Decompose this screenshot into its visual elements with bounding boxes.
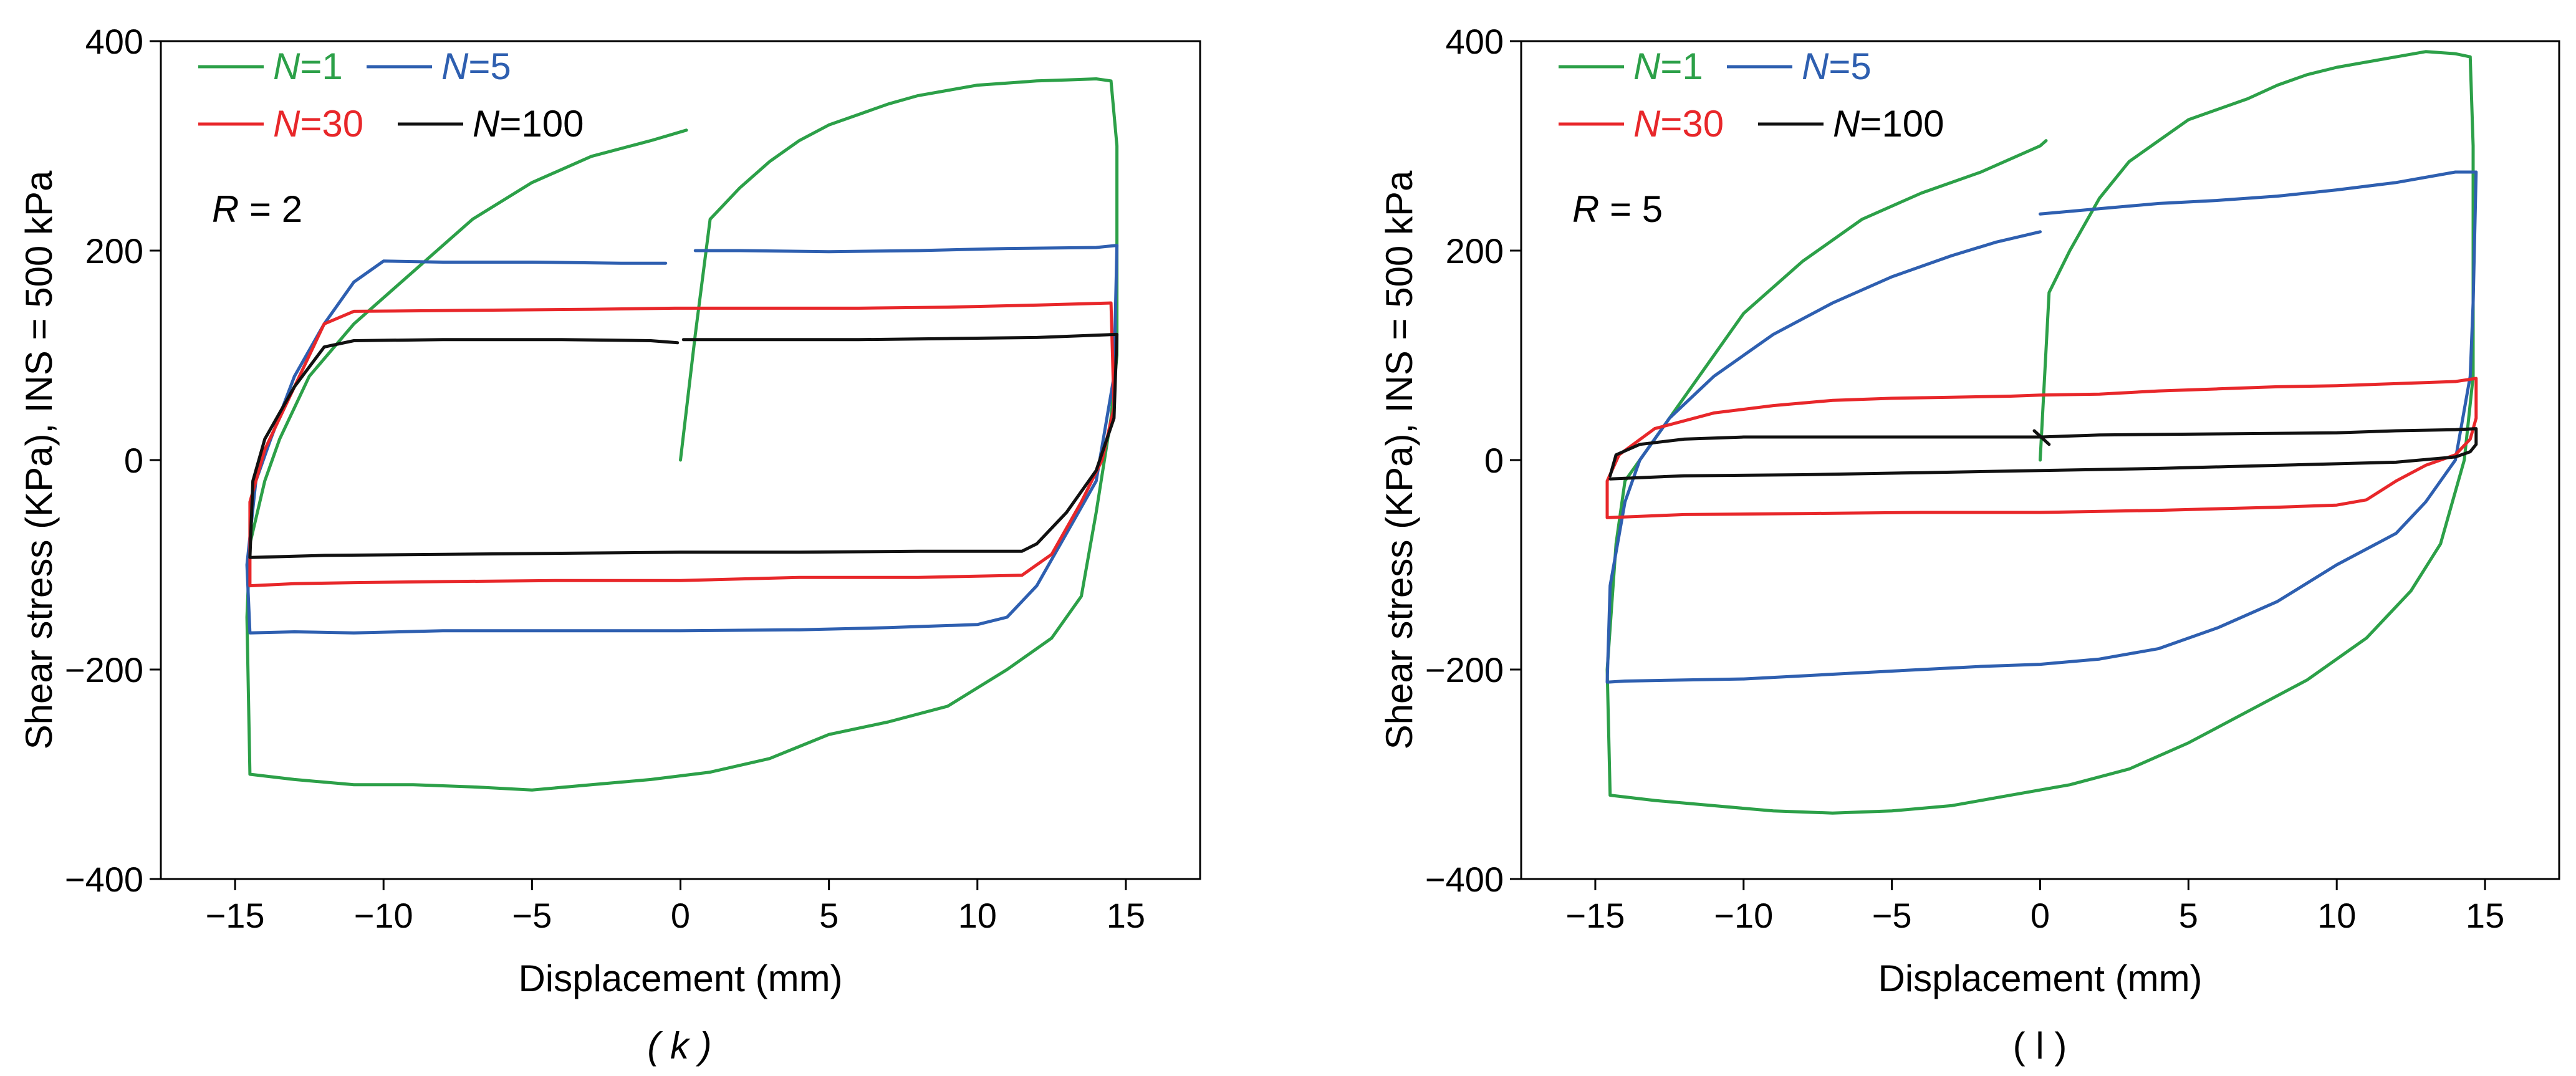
y-tick-label: 200: [85, 231, 143, 271]
ratio-var: R: [212, 188, 239, 230]
legend-var: N: [1633, 103, 1661, 145]
y-tick-label: −200: [65, 650, 143, 689]
legend-var: N: [273, 46, 300, 87]
y-axis-title: Shear stress (KPa), INS = 500 kPa: [1378, 170, 1420, 749]
legend-value: =30: [300, 103, 363, 145]
y-tick-label: −400: [65, 860, 143, 899]
x-tick-label: −15: [206, 896, 265, 935]
x-tick-label: 0: [2031, 896, 2050, 935]
figure-caption: ( k ): [647, 1025, 711, 1067]
y-tick-label: −200: [1425, 650, 1504, 689]
series-group: [1605, 50, 2478, 815]
x-axis-title: Displacement (mm): [518, 958, 842, 999]
series-line-n-1: [245, 77, 1119, 792]
figure-caption: ( l ): [2013, 1025, 2067, 1067]
series-line-n-30: [248, 301, 1116, 588]
legend-value: =5: [1829, 46, 1871, 87]
legend: N=1 N=5N=30 N=100: [1559, 46, 1944, 145]
series-line-n-5: [245, 244, 1119, 635]
x-tick-label: −5: [512, 896, 552, 935]
legend-label: N=1: [1633, 46, 1703, 87]
legend-var: N: [473, 103, 500, 145]
legend-label: N=5: [441, 46, 511, 87]
legend-value: =5: [468, 46, 511, 87]
y-tick-label: 400: [85, 22, 143, 61]
ratio-value: = 5: [1599, 188, 1663, 230]
x-tick-label: 15: [2466, 896, 2504, 935]
legend-value: =100: [1860, 103, 1944, 145]
series-line-n-1: [1605, 50, 2475, 815]
chart-panel-l: −15 −10 −5 0 5 10 15 −400 −200 0 200 400 Displacemen…: [1378, 22, 2560, 1067]
legend-label: N=30: [1633, 103, 1724, 145]
legend-var: N: [441, 46, 469, 87]
x-tick-label: 10: [958, 896, 997, 935]
x-tick-label: −10: [354, 896, 413, 935]
x-tick-label: 10: [2317, 896, 2356, 935]
legend-var: N: [273, 103, 300, 145]
legend-label: N=5: [1802, 46, 1872, 87]
chart-panel-k: −15 −10 −5 0 5 10 15 −400 −200 0 200 400 Displacemen…: [18, 22, 1201, 1067]
legend-value: =100: [499, 103, 584, 145]
ratio-var: R: [1572, 188, 1599, 230]
legend-value: =30: [1660, 103, 1724, 145]
legend-label: N=100: [473, 103, 584, 145]
y-tick-label: 0: [1484, 441, 1504, 480]
ratio-value: = 2: [239, 188, 302, 230]
y-tick-label: −400: [1425, 860, 1504, 899]
legend-value: =1: [300, 46, 342, 87]
legend-label: N=1: [273, 46, 343, 87]
x-tick-label: 5: [819, 896, 839, 935]
series-line-n-100: [248, 332, 1119, 559]
ratio-annotation: R = 2: [212, 188, 302, 230]
series-line-n-30: [1605, 377, 2478, 519]
legend-var: N: [1833, 103, 1860, 145]
x-axis-title: Displacement (mm): [1878, 958, 2202, 999]
series-line-n-100: [1608, 427, 2478, 481]
legend-value: =1: [1660, 46, 1703, 87]
x-tick-label: 5: [2179, 896, 2198, 935]
series-line-n-5: [1605, 170, 2478, 684]
series-line-n-100-part1: [2032, 429, 2051, 446]
y-tick-label: 200: [1446, 231, 1504, 271]
legend: N=1 N=5N=30 N=100: [198, 46, 584, 145]
ratio-annotation: R = 5: [1572, 188, 1663, 230]
x-tick-label: −15: [1565, 896, 1625, 935]
legend-var: N: [1802, 46, 1829, 87]
legend-var: N: [1633, 46, 1661, 87]
y-tick-label: 0: [124, 441, 143, 480]
y-axis-title: Shear stress (KPa), INS = 500 kPa: [18, 170, 60, 749]
x-tick-label: −10: [1714, 896, 1773, 935]
x-tick-label: −5: [1872, 896, 1912, 935]
legend-label: N=30: [273, 103, 363, 145]
series-group: [245, 77, 1119, 792]
x-tick-label: 0: [671, 896, 690, 935]
x-tick-label: 15: [1107, 896, 1145, 935]
legend-label: N=100: [1833, 103, 1944, 145]
y-tick-label: 400: [1446, 22, 1504, 61]
